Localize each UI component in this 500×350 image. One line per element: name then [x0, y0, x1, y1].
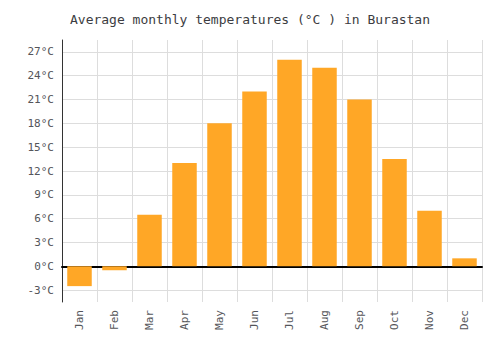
- svg-text:Jan: Jan: [73, 310, 86, 330]
- svg-text:May: May: [213, 310, 226, 330]
- svg-text:9°C: 9°C: [34, 188, 54, 201]
- svg-text:15°C: 15°C: [28, 141, 55, 154]
- svg-text:0°C: 0°C: [34, 260, 54, 273]
- svg-text:24°C: 24°C: [28, 69, 55, 82]
- svg-text:Feb: Feb: [108, 310, 121, 330]
- svg-text:-3°C: -3°C: [28, 284, 55, 297]
- svg-text:Oct: Oct: [388, 310, 401, 330]
- svg-text:Jun: Jun: [248, 310, 261, 330]
- svg-text:Dec: Dec: [458, 310, 471, 330]
- svg-text:12°C: 12°C: [28, 165, 55, 178]
- svg-text:6°C: 6°C: [34, 212, 54, 225]
- svg-text:Mar: Mar: [143, 310, 156, 330]
- svg-text:Aug: Aug: [318, 310, 331, 330]
- svg-text:3°C: 3°C: [34, 236, 54, 249]
- svg-text:Jul: Jul: [283, 310, 296, 330]
- svg-text:Average monthly temperatures (: Average monthly temperatures (°C ) in Bu…: [70, 12, 430, 27]
- svg-text:Apr: Apr: [178, 310, 191, 330]
- svg-text:Sep: Sep: [353, 310, 366, 330]
- svg-text:18°C: 18°C: [28, 117, 55, 130]
- svg-text:21°C: 21°C: [28, 93, 55, 106]
- svg-text:Nov: Nov: [423, 310, 436, 330]
- svg-text:27°C: 27°C: [28, 45, 55, 58]
